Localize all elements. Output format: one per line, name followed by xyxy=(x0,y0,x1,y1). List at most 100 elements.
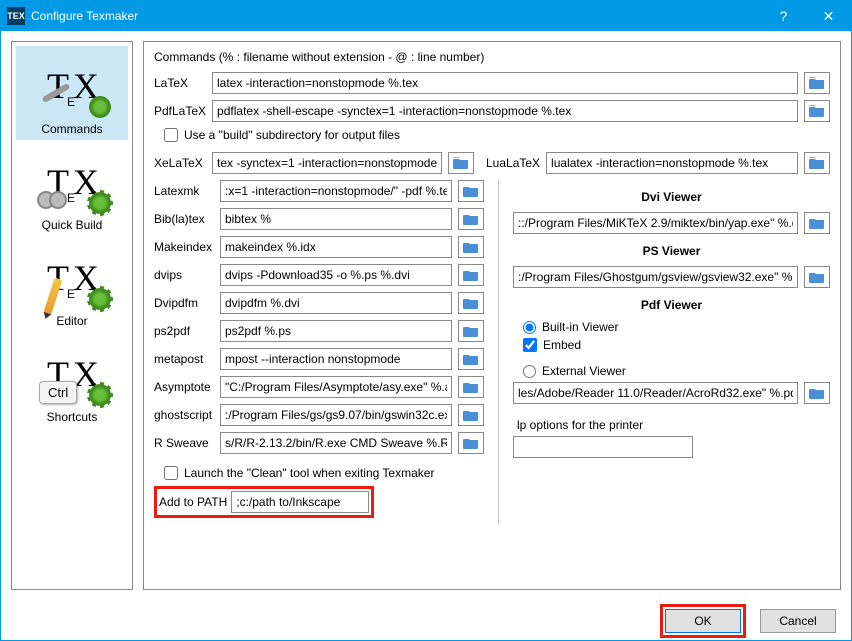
help-button[interactable]: ? xyxy=(761,1,806,31)
metapost-label: metapost xyxy=(154,352,214,366)
folder-icon xyxy=(809,104,825,118)
sidebar-item-commands[interactable]: TEX Commands xyxy=(16,46,128,140)
asymptote-input[interactable] xyxy=(220,376,452,398)
pdflatex-input[interactable] xyxy=(212,100,798,122)
latex-browse-button[interactable] xyxy=(804,72,830,94)
folder-icon xyxy=(463,352,479,366)
dvips-input[interactable] xyxy=(220,264,452,286)
cancel-button[interactable]: Cancel xyxy=(760,609,836,633)
latex-label: LaTeX xyxy=(154,76,206,90)
lualatex-input[interactable] xyxy=(546,152,798,174)
sidebar-item-editor[interactable]: TEX Editor xyxy=(16,238,128,332)
makeindex-label: Makeindex xyxy=(154,240,214,254)
xelatex-browse-button[interactable] xyxy=(448,152,474,174)
use-build-label: Use a "build" subdirectory for output fi… xyxy=(184,128,400,142)
lualatex-browse-button[interactable] xyxy=(804,152,830,174)
sidebar: TEX Commands TEX Quick Build TEX Editor xyxy=(11,41,133,590)
left-column: Latexmk Bib(la)tex Makeindex dvips Dvipd… xyxy=(154,180,484,524)
makeindex-input[interactable] xyxy=(220,236,452,258)
add-to-path-highlight: Add to PATH xyxy=(154,486,374,518)
titlebar: TEX Configure Texmaker ? ✕ xyxy=(1,1,851,31)
dvi-viewer-input[interactable] xyxy=(513,212,798,234)
dvips-label: dvips xyxy=(154,268,214,282)
asymptote-label: Asymptote xyxy=(154,380,214,394)
close-button[interactable]: ✕ xyxy=(806,1,851,31)
use-build-checkbox[interactable] xyxy=(164,128,178,142)
latexmk-browse-button[interactable] xyxy=(458,180,484,202)
pdflatex-label: PdfLaTeX xyxy=(154,104,206,118)
folder-icon xyxy=(463,436,479,450)
dvipdfm-browse-button[interactable] xyxy=(458,292,484,314)
folder-icon xyxy=(463,268,479,282)
xelatex-input[interactable] xyxy=(212,152,442,174)
folder-icon xyxy=(463,324,479,338)
biblatex-label: Bib(la)tex xyxy=(154,212,214,226)
biblatex-browse-button[interactable] xyxy=(458,208,484,230)
ps2pdf-browse-button[interactable] xyxy=(458,320,484,342)
folder-icon xyxy=(809,76,825,90)
ok-button-highlight: OK xyxy=(660,604,746,638)
quickbuild-icon: TEX xyxy=(27,148,117,216)
launch-clean-checkbox[interactable] xyxy=(164,466,178,480)
sidebar-item-quickbuild[interactable]: TEX Quick Build xyxy=(16,142,128,236)
sidebar-item-label: Commands xyxy=(41,122,102,136)
ps-viewer-browse-button[interactable] xyxy=(804,266,830,288)
embed-checkbox[interactable] xyxy=(523,338,537,352)
sidebar-item-label: Quick Build xyxy=(42,218,103,232)
asymptote-browse-button[interactable] xyxy=(458,376,484,398)
add-to-path-input[interactable] xyxy=(231,491,369,513)
ps2pdf-input[interactable] xyxy=(220,320,452,342)
external-viewer-browse-button[interactable] xyxy=(804,382,830,404)
sidebar-item-label: Shortcuts xyxy=(47,410,98,424)
ghostscript-input[interactable] xyxy=(220,404,452,426)
external-viewer-label: External Viewer xyxy=(542,364,626,378)
right-column: Dvi Viewer PS Viewer Pdf Viewer Built-in… xyxy=(498,180,830,524)
latex-input[interactable] xyxy=(212,72,798,94)
xelatex-label: XeLaTeX xyxy=(154,156,206,170)
folder-icon xyxy=(809,216,825,230)
folder-icon xyxy=(809,270,825,284)
main-panel: Commands (% : filename without extension… xyxy=(143,41,841,590)
ok-button[interactable]: OK xyxy=(665,609,741,633)
folder-icon xyxy=(809,156,825,170)
dvips-browse-button[interactable] xyxy=(458,264,484,286)
dvipdfm-input[interactable] xyxy=(220,292,452,314)
window-title: Configure Texmaker xyxy=(31,9,761,23)
sidebar-item-label: Editor xyxy=(56,314,87,328)
rsweave-input[interactable] xyxy=(220,432,452,454)
folder-icon xyxy=(463,184,479,198)
folder-icon xyxy=(463,296,479,310)
commands-heading: Commands (% : filename without extension… xyxy=(154,50,830,64)
external-viewer-input[interactable] xyxy=(513,382,798,404)
pdf-viewer-title: Pdf Viewer xyxy=(513,298,830,312)
folder-icon xyxy=(463,408,479,422)
commands-icon: TEX xyxy=(27,52,117,120)
metapost-input[interactable] xyxy=(220,348,452,370)
ghostscript-browse-button[interactable] xyxy=(458,404,484,426)
latexmk-input[interactable] xyxy=(220,180,452,202)
lualatex-label: LuaLaTeX xyxy=(486,156,540,170)
embed-label: Embed xyxy=(543,338,581,352)
builtin-viewer-radio[interactable] xyxy=(523,321,536,334)
folder-icon xyxy=(809,386,825,400)
folder-icon xyxy=(463,240,479,254)
makeindex-browse-button[interactable] xyxy=(458,236,484,258)
lp-options-label: lp options for the printer xyxy=(517,418,830,432)
ps-viewer-input[interactable] xyxy=(513,266,798,288)
folder-icon xyxy=(453,156,469,170)
external-viewer-radio[interactable] xyxy=(523,365,536,378)
latexmk-label: Latexmk xyxy=(154,184,214,198)
metapost-browse-button[interactable] xyxy=(458,348,484,370)
ps-viewer-title: PS Viewer xyxy=(513,244,830,258)
lp-options-input[interactable] xyxy=(513,436,693,458)
launch-clean-label: Launch the "Clean" tool when exiting Tex… xyxy=(184,466,434,480)
pdflatex-browse-button[interactable] xyxy=(804,100,830,122)
folder-icon xyxy=(463,380,479,394)
ps2pdf-label: ps2pdf xyxy=(154,324,214,338)
content: TEX Commands TEX Quick Build TEX Editor xyxy=(1,31,851,600)
sidebar-item-shortcuts[interactable]: TEX Ctrl Shortcuts xyxy=(16,334,128,428)
shortcuts-icon: TEX Ctrl xyxy=(27,340,117,408)
biblatex-input[interactable] xyxy=(220,208,452,230)
rsweave-browse-button[interactable] xyxy=(458,432,484,454)
dvi-viewer-browse-button[interactable] xyxy=(804,212,830,234)
